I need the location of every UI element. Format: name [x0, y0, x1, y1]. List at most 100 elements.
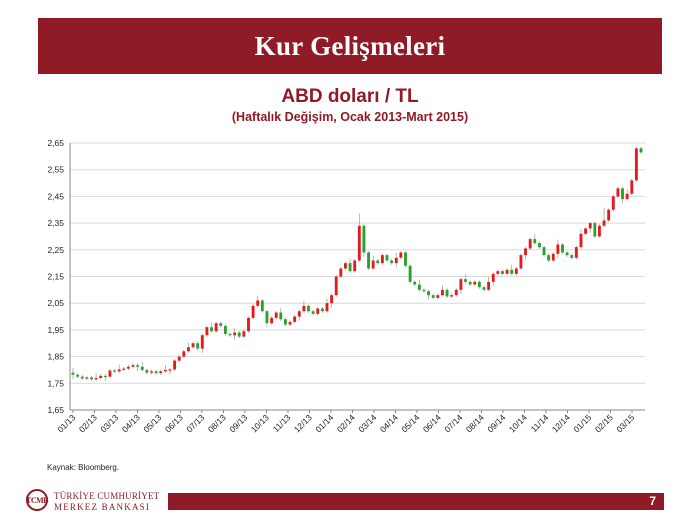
candle-body: [450, 295, 454, 297]
candle-body: [219, 323, 223, 326]
candle-body: [501, 271, 504, 274]
candle-body: [422, 289, 426, 292]
candle-body: [283, 319, 287, 325]
candle-body: [228, 333, 232, 336]
candle-body: [468, 281, 472, 285]
candle-body: [440, 289, 444, 296]
candle-body: [150, 371, 153, 373]
candle-body: [76, 374, 80, 377]
candle-body: [496, 271, 500, 274]
candle-body: [487, 281, 491, 290]
x-tick-label: 05/14: [399, 412, 421, 434]
candle-body: [385, 255, 389, 261]
candle-body: [140, 366, 144, 370]
candle-body: [339, 268, 343, 277]
candle-body: [191, 343, 195, 348]
x-tick-label: 02/14: [335, 412, 357, 434]
y-tick-label: 1,95: [47, 325, 64, 335]
x-tick-label: 03/14: [356, 412, 378, 434]
candle-body: [279, 312, 283, 320]
candle-body: [473, 281, 477, 285]
candle-body: [126, 366, 130, 369]
x-tick-label: 04/13: [120, 412, 142, 434]
candle-body: [205, 327, 209, 336]
candle-body: [177, 356, 181, 361]
x-tick-label: 02/15: [593, 412, 615, 434]
x-tick-label: 01/14: [313, 412, 335, 434]
candle-body: [265, 311, 269, 324]
x-tick-label: 11/13: [271, 412, 293, 434]
candle-body: [459, 279, 463, 290]
candle-body: [108, 370, 112, 377]
candle-body: [574, 247, 578, 258]
y-tick-label: 2,65: [47, 138, 64, 148]
candle-body: [348, 263, 352, 272]
candle-body: [621, 188, 624, 200]
candle-body: [477, 281, 481, 288]
candle-body: [260, 300, 264, 312]
y-tick-label: 2,15: [47, 272, 64, 282]
x-tick-label: 12/13: [292, 412, 314, 434]
candle-body: [168, 369, 172, 371]
candle-body: [491, 273, 495, 282]
x-tick-label: 06/13: [163, 412, 185, 434]
candle-body: [90, 377, 93, 380]
candle-body: [551, 253, 555, 261]
y-tick-labels: 1,65 1,75 1,85 1,95 2,05 2,15 2,25 2,35 2,45 2,55…: [47, 138, 64, 415]
candle-body: [454, 289, 458, 296]
candle-body: [71, 372, 75, 375]
candle-body: [334, 276, 338, 296]
candle-body: [357, 225, 361, 261]
candle-body: [431, 295, 435, 298]
x-tick-label: 11/14: [529, 412, 551, 434]
y-tick-label: 2,45: [47, 191, 64, 201]
candle-body: [565, 252, 569, 256]
x-tick-label: 06/14: [421, 412, 443, 434]
candle-body: [436, 295, 440, 298]
candle-body: [561, 244, 564, 253]
candle-body: [427, 291, 431, 296]
candle-body: [510, 269, 514, 274]
x-tick-label: 01/13: [55, 412, 77, 434]
y-tick-label: 2,35: [47, 218, 64, 228]
candle-body: [399, 252, 403, 258]
candle-body: [344, 263, 347, 269]
candle-body: [376, 260, 380, 264]
candle-body: [445, 289, 449, 297]
candle-body: [145, 369, 149, 373]
candle-body: [330, 295, 334, 304]
candle-body: [417, 284, 421, 290]
candle-body: [117, 369, 121, 372]
candle-body: [200, 335, 204, 349]
x-tick-label: 10/14: [507, 412, 529, 434]
candle-body: [607, 209, 611, 221]
candle-body: [307, 305, 310, 312]
bank-name-line2: MERKEZ BANKASI: [54, 502, 151, 512]
candle-body: [256, 300, 260, 306]
candle-body: [616, 188, 620, 197]
candle-body: [380, 255, 384, 264]
x-tick-label: 02/13: [77, 412, 99, 434]
candle-body: [325, 303, 329, 312]
x-tick-label: 05/13: [141, 412, 163, 434]
candle-body: [237, 332, 241, 337]
y-tick-label: 1,85: [47, 352, 64, 362]
candle-body: [625, 193, 629, 200]
title-banner: Kur Gelişmeleri: [38, 18, 662, 74]
x-tick-label: 10/13: [249, 412, 271, 434]
chart-axes: [69, 143, 645, 413]
candle-body: [210, 327, 213, 332]
candle-body: [159, 371, 163, 374]
page-number: 7: [649, 494, 656, 508]
candle-body: [519, 255, 523, 269]
y-tick-label: 2,05: [47, 298, 64, 308]
candle-body: [634, 148, 638, 181]
candle-body: [584, 228, 588, 234]
candle-body: [320, 308, 324, 312]
footer-bar: 7: [168, 493, 664, 510]
candle-body: [311, 311, 315, 314]
candle-body: [85, 377, 89, 379]
candle-body: [223, 325, 227, 334]
candle-body: [371, 260, 375, 269]
